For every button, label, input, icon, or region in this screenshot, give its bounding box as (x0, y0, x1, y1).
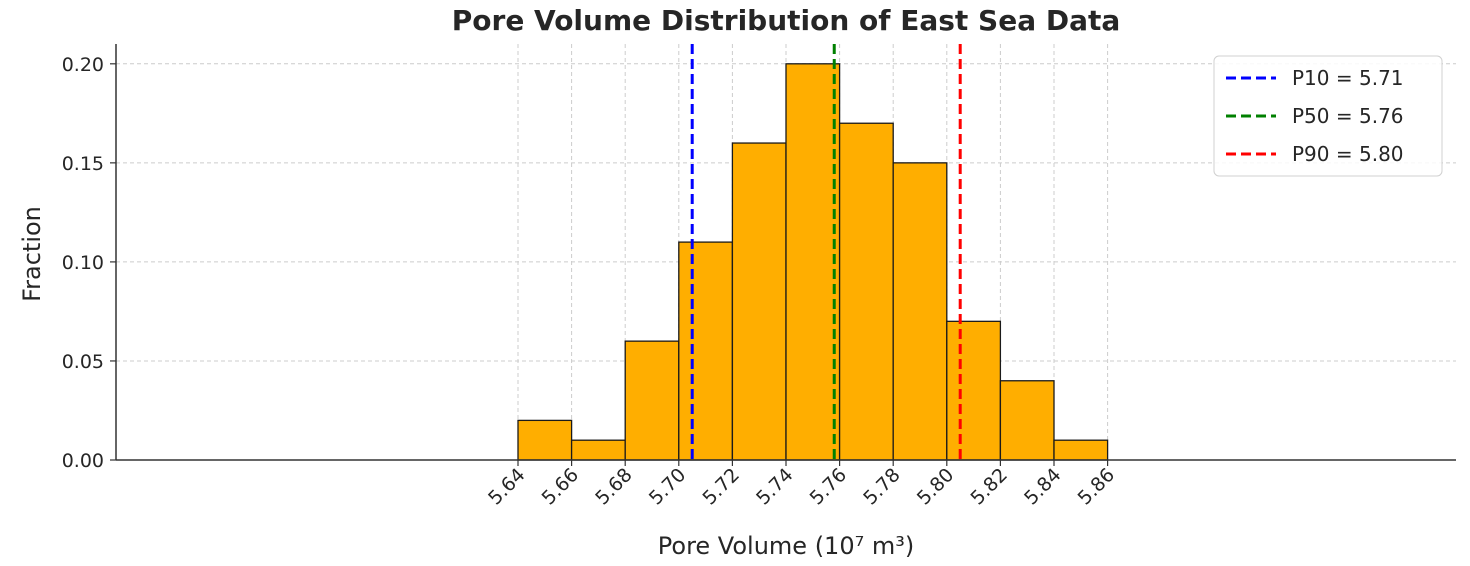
y-tick-label: 0.05 (62, 351, 104, 373)
histogram-bar (946, 320, 1002, 461)
histogram-bar (1053, 439, 1109, 461)
y-tick-label: 0.20 (62, 54, 104, 76)
histogram-bar (678, 241, 734, 461)
x-tick-label: 5.66 (538, 464, 583, 509)
legend-label: P50 = 5.76 (1292, 104, 1404, 128)
legend-label: P90 = 5.80 (1292, 142, 1404, 166)
x-tick-label: 5.68 (591, 464, 636, 509)
histogram-bar (570, 439, 626, 461)
x-tick-label: 5.86 (1074, 464, 1119, 509)
y-tick-label: 0.00 (62, 450, 104, 472)
histogram-bar (731, 142, 787, 461)
x-tick-label: 5.72 (698, 464, 743, 509)
x-tick-label: 5.78 (859, 464, 904, 509)
histogram-bar (838, 122, 894, 461)
reference-lines (690, 44, 962, 460)
histogram-bar (999, 380, 1055, 461)
histogram-bar (624, 340, 680, 461)
x-tick-label: 5.64 (484, 464, 529, 509)
histogram-bar (892, 162, 948, 461)
histogram-bar (785, 63, 841, 461)
x-tick-label: 5.76 (806, 464, 851, 509)
legend: P10 = 5.71 P50 = 5.76 P90 = 5.80 (1213, 55, 1443, 177)
y-axis-label: Fraction (18, 206, 46, 302)
x-tick-label: 5.80 (913, 464, 958, 509)
legend-box (1213, 55, 1443, 177)
chart-title: Pore Volume Distribution of East Sea Dat… (452, 4, 1121, 37)
x-tick-label: 5.82 (966, 464, 1011, 509)
y-axis-ticks: 0.00 0.05 0.10 0.15 0.20 (62, 54, 116, 472)
y-tick-label: 0.10 (62, 252, 104, 274)
x-axis-label: Pore Volume (10⁷ m³) (658, 532, 914, 560)
histogram-bars (517, 63, 1109, 461)
legend-label: P10 = 5.71 (1292, 66, 1404, 90)
histogram-bar (517, 419, 573, 461)
x-tick-label: 5.74 (752, 464, 797, 509)
x-axis-ticks: 5.64 5.66 5.68 5.70 5.72 5.74 5.76 5.78 5.80 5.82… (484, 460, 1119, 509)
x-tick-label: 5.70 (645, 464, 690, 509)
y-tick-label: 0.15 (62, 153, 104, 175)
x-tick-label: 5.84 (1020, 464, 1065, 509)
